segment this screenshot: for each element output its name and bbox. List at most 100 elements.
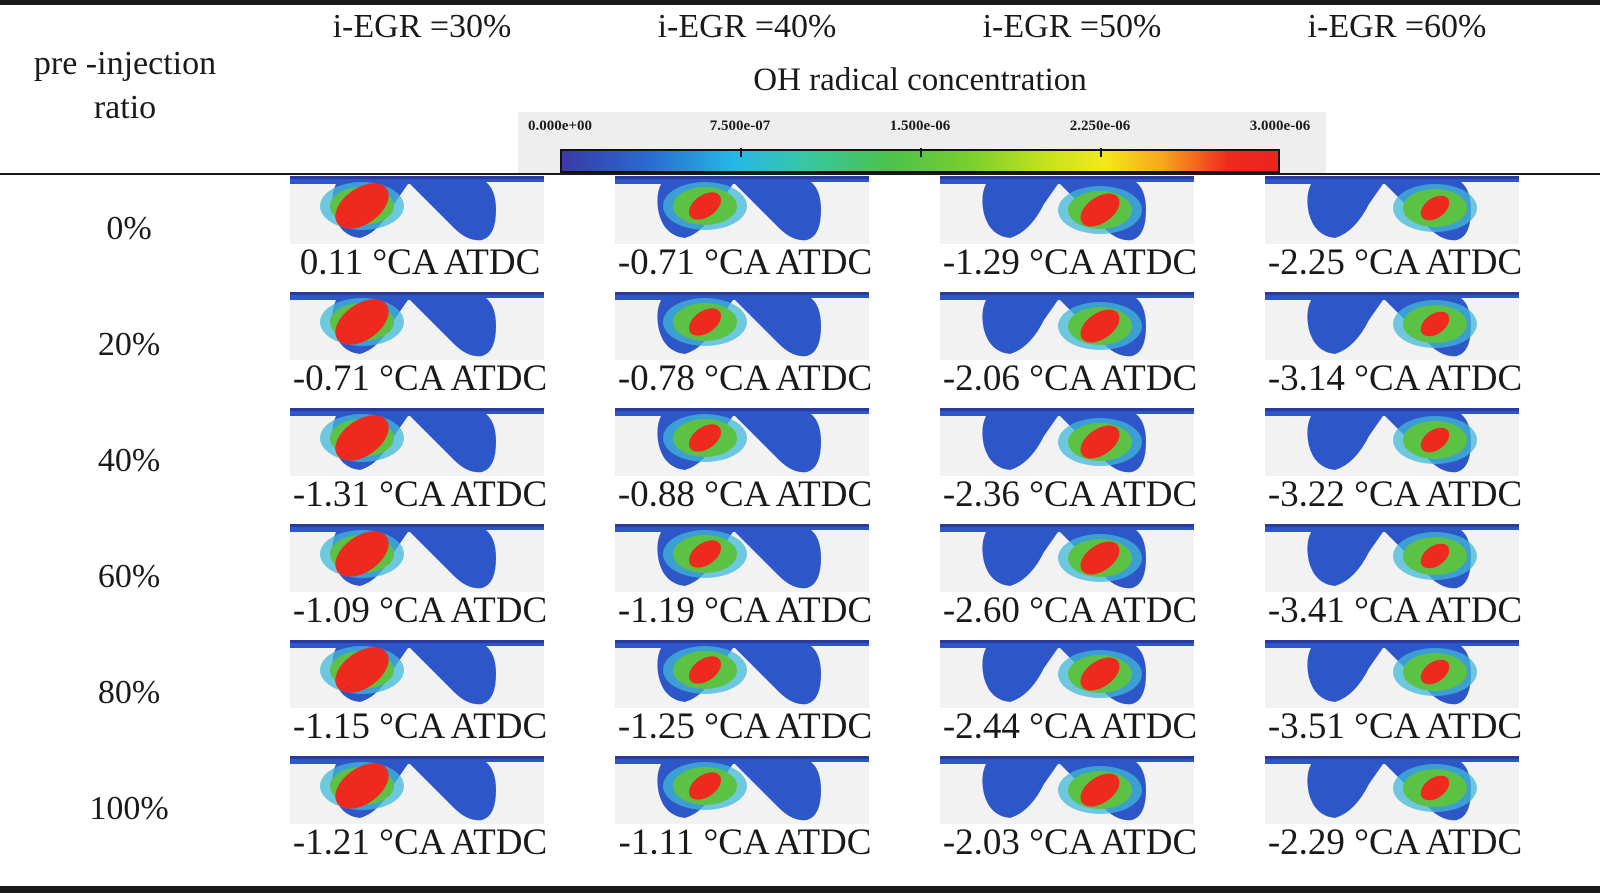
chamber-top-rail [615,176,869,179]
oh-zone-high [1420,659,1450,685]
colorbar-tick-mark [920,148,922,157]
crank-angle-label: -2.06 °CA ATDC [942,358,1198,399]
chamber-top-rail [615,408,869,411]
colorbar-title: OH radical concentration [753,62,1087,98]
column-header-egr-40: i-EGR =40% [657,8,837,45]
crank-angle-label: -3.22 °CA ATDC [1267,474,1523,515]
contour-cell: -2.25 °CA ATDC [1245,176,1585,288]
oh-contour-image [1265,524,1519,592]
crank-angle-label: 0.11 °CA ATDC [299,242,541,283]
colorbar-tick-label: 7.500e-07 [709,118,771,134]
contour-cell: -3.14 °CA ATDC [1245,292,1585,404]
chamber-top-rail [1265,292,1519,295]
oh-zone-high [1420,195,1450,221]
oh-contour-image [940,640,1194,708]
oh-zone-high [688,540,722,568]
crank-angle-label: -1.19 °CA ATDC [617,590,873,631]
chamber-top-rail [940,756,1194,759]
contour-cell: -3.41 °CA ATDC [1245,524,1585,636]
row-header: pre -injection ratio [0,42,250,130]
colorbar-tick-mark [1100,148,1102,157]
bottom-rule [0,886,1600,893]
oh-contour-image [615,756,869,824]
crank-angle-label: -1.29 °CA ATDC [942,242,1198,283]
chamber-top-rail [290,176,544,179]
oh-zone-high [688,308,722,336]
oh-zone-high [688,656,722,684]
oh-contour-image [290,524,544,592]
chamber-top-rail [940,524,1194,527]
oh-zone-high [688,772,722,800]
oh-contour-image [940,524,1194,592]
oh-zone-high [335,763,389,809]
chamber-top-rail [290,640,544,643]
chamber-top-rail [940,640,1194,643]
crank-angle-label: -1.21 °CA ATDC [292,822,548,863]
oh-zone-high [1080,541,1120,575]
crank-angle-label: -0.88 °CA ATDC [617,474,873,515]
header-rule [0,173,1600,175]
chamber-top-rail [1265,640,1519,643]
oh-contour-image [290,640,544,708]
column-header-egr-60: i-EGR =60% [1307,8,1487,45]
chamber-top-rail [290,292,544,295]
oh-zone-high [1080,425,1120,459]
contour-cell: -2.29 °CA ATDC [1245,756,1585,868]
contour-cell: -1.25 °CA ATDC [595,640,935,752]
colorbar-tick-label: 0.000e+00 [528,118,592,134]
row-label-preinjection: 40% [97,442,161,479]
oh-zone-high [335,531,389,577]
crank-angle-label: -1.31 °CA ATDC [292,474,548,515]
oh-zone-high [1420,311,1450,337]
chamber-top-rail [290,756,544,759]
contour-cell: -2.06 °CA ATDC [920,292,1260,404]
oh-contour-image [940,408,1194,476]
oh-zone-high [688,192,722,220]
crank-angle-label: -2.36 °CA ATDC [942,474,1198,515]
oh-zone-high [1420,775,1450,801]
chamber-top-rail [1265,524,1519,527]
oh-contour-image [615,408,869,476]
contour-cell: -1.09 °CA ATDC [270,524,610,636]
contour-cell: 0.11 °CA ATDC [270,176,610,288]
row-header-line-1: pre -injection [33,45,217,82]
contour-cell: -0.88 °CA ATDC [595,408,935,520]
row-label-preinjection: 100% [89,790,169,827]
contour-cell: -2.44 °CA ATDC [920,640,1260,752]
colorbar-tick-label: 3.000e-06 [1249,118,1311,134]
crank-angle-label: -2.03 °CA ATDC [942,822,1198,863]
colorbar-tick-label: 2.250e-06 [1069,118,1131,134]
oh-contour-image [290,292,544,360]
chamber-top-rail [290,408,544,411]
contour-cell: -1.21 °CA ATDC [270,756,610,868]
contour-cell: -1.31 °CA ATDC [270,408,610,520]
column-header-egr-50: i-EGR =50% [982,8,1162,45]
chamber-top-rail [940,176,1194,179]
oh-zone-high [335,183,389,229]
contour-cell: -2.03 °CA ATDC [920,756,1260,868]
contour-cell: -3.22 °CA ATDC [1245,408,1585,520]
contour-cell: -0.71 °CA ATDC [595,176,935,288]
crank-angle-label: -3.14 °CA ATDC [1267,358,1523,399]
crank-angle-label: -2.29 °CA ATDC [1267,822,1523,863]
crank-angle-label: -2.60 °CA ATDC [942,590,1198,631]
chamber-top-rail [1265,408,1519,411]
oh-zone-high [1080,309,1120,343]
chamber-top-rail [1265,756,1519,759]
contour-cell: -0.71 °CA ATDC [270,292,610,404]
crank-angle-label: -0.71 °CA ATDC [617,242,873,283]
oh-contour-image [1265,640,1519,708]
crank-angle-label: -0.78 °CA ATDC [617,358,873,399]
oh-contour-image [1265,292,1519,360]
chamber-top-rail [615,292,869,295]
colorbar-tick-label: 1.500e-06 [889,118,951,134]
crank-angle-label: -2.25 °CA ATDC [1267,242,1523,283]
contour-cell: -3.51 °CA ATDC [1245,640,1585,752]
contour-cell: -1.11 °CA ATDC [595,756,935,868]
colorbar-tick-mark [740,148,742,157]
chamber-top-rail [1265,176,1519,179]
contour-cell: -0.78 °CA ATDC [595,292,935,404]
chamber-top-rail [940,292,1194,295]
oh-contour-image [940,292,1194,360]
crank-angle-label: -2.44 °CA ATDC [942,706,1198,747]
